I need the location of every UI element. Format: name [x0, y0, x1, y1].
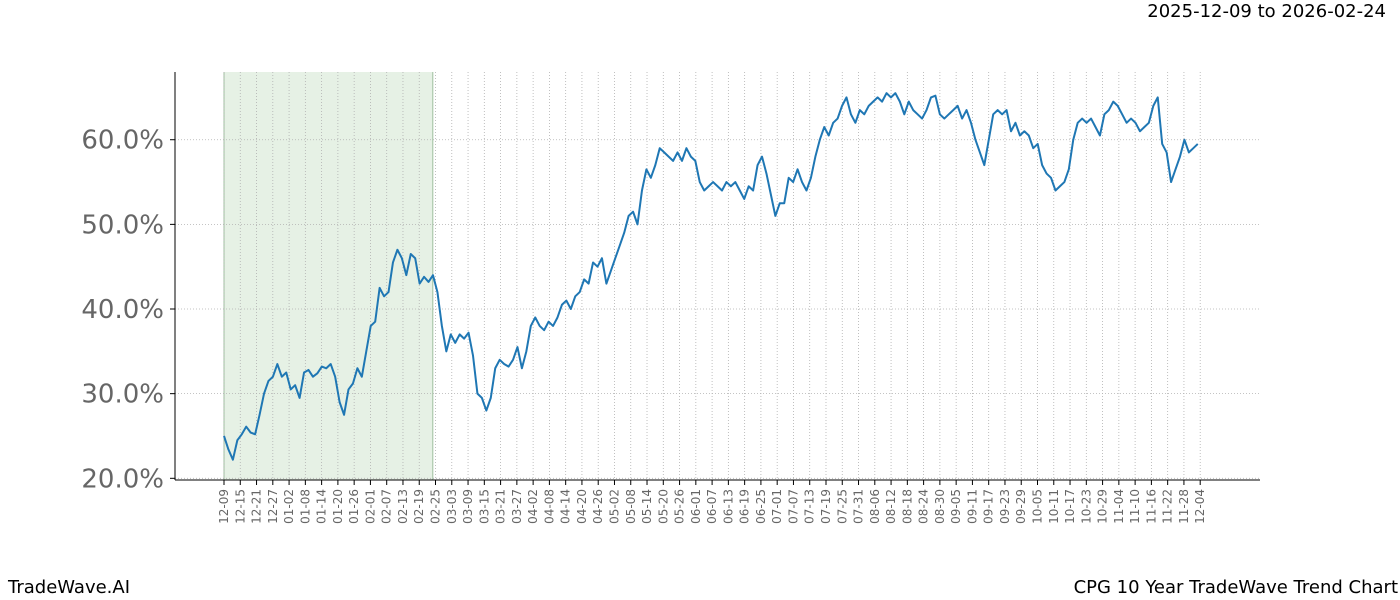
x-tick-label: 07-13 [803, 489, 817, 524]
y-tick-label: 20.0% [81, 464, 164, 494]
x-tick-label: 02-01 [363, 489, 377, 524]
x-tick-label: 10-11 [1047, 489, 1061, 524]
x-tick-label: 12-27 [266, 489, 280, 524]
x-tick-label: 03-15 [477, 489, 491, 524]
x-tick-label: 05-20 [656, 489, 670, 524]
x-tick-label: 05-08 [624, 489, 638, 524]
x-tick-label: 12-09 [217, 489, 231, 524]
series-line [223, 92, 1199, 461]
x-tick-label: 02-19 [412, 489, 426, 524]
x-tick-label: 11-28 [1177, 489, 1191, 524]
x-tick-label: 06-13 [721, 489, 735, 524]
x-tick-label: 09-29 [1014, 489, 1028, 524]
x-tick-label: 06-07 [705, 489, 719, 524]
x-tick-label: 07-31 [852, 489, 866, 524]
x-tick-label: 07-07 [786, 489, 800, 524]
x-tick-label: 02-07 [380, 489, 394, 524]
x-tick-label: 01-26 [347, 489, 361, 524]
x-tick-label: 01-02 [282, 489, 296, 524]
y-tick-label: 50.0% [81, 210, 164, 240]
x-tick-label: 05-14 [640, 489, 654, 524]
x-tick-label: 10-23 [1079, 489, 1093, 524]
series-layer [223, 92, 1199, 461]
x-tick-label: 09-23 [998, 489, 1012, 524]
x-tick-label: 02-13 [396, 489, 410, 524]
y-tick-labels: 20.0% 30.0% 40.0% 50.0% 60.0% [81, 126, 164, 495]
x-tick-label: 12-15 [233, 489, 247, 524]
y-tick-label: 30.0% [81, 380, 164, 410]
x-tick-label: 10-29 [1096, 489, 1110, 524]
x-tick-label: 01-08 [298, 489, 312, 524]
x-tick-label: 03-03 [445, 489, 459, 524]
x-tick-label: 02-25 [429, 489, 443, 524]
y-tick-label: 40.0% [81, 295, 164, 325]
x-tick-label: 09-05 [949, 489, 963, 524]
axes-layer [170, 72, 1260, 485]
x-tick-label: 09-11 [965, 489, 979, 524]
x-tick-label: 12-21 [250, 489, 264, 524]
x-tick-label: 12-04 [1193, 489, 1207, 524]
x-tick-label: 07-01 [770, 489, 784, 524]
x-tick-label: 04-14 [559, 489, 573, 524]
x-tick-label: 06-01 [689, 489, 703, 524]
x-tick-label: 08-06 [868, 489, 882, 524]
x-tick-label: 11-22 [1161, 489, 1175, 524]
highlight-region-layer [223, 72, 434, 480]
highlight-region [224, 72, 433, 480]
x-tick-label: 10-17 [1063, 489, 1077, 524]
x-tick-label: 04-26 [591, 489, 605, 524]
x-tick-label: 03-27 [510, 489, 524, 524]
x-tick-label: 01-14 [315, 489, 329, 524]
grid-layer [175, 72, 1260, 480]
y-tick-label: 60.0% [81, 126, 164, 156]
x-tick-labels: 12-09 12-15 12-21 12-27 01-02 01-08 01-14 01-20… [217, 489, 1207, 524]
x-tick-label: 05-26 [673, 489, 687, 524]
x-tick-label: 04-08 [542, 489, 556, 524]
x-tick-label: 08-30 [933, 489, 947, 524]
x-tick-label: 10-05 [1031, 489, 1045, 524]
x-tick-label: 04-02 [526, 489, 540, 524]
date-range: 2025-12-09 to 2026-02-24 [1147, 1, 1386, 22]
x-tick-label: 06-25 [754, 489, 768, 524]
brand-label: TradeWave.AI [8, 577, 131, 598]
x-tick-label: 07-19 [819, 489, 833, 524]
x-tick-label: 08-18 [900, 489, 914, 524]
x-tick-label: 07-25 [835, 489, 849, 524]
x-tick-label: 11-04 [1112, 489, 1126, 524]
x-tick-label: 11-16 [1144, 489, 1158, 524]
x-tick-label: 08-24 [917, 489, 931, 524]
x-tick-label: 09-17 [982, 489, 996, 524]
x-tick-label: 11-10 [1128, 489, 1142, 524]
x-tick-label: 03-09 [461, 489, 475, 524]
x-tick-label: 05-02 [607, 489, 621, 524]
x-tick-label: 06-19 [738, 489, 752, 524]
x-tick-label: 04-20 [575, 489, 589, 524]
x-tick-label: 03-21 [494, 489, 508, 524]
x-tick-label: 08-12 [884, 489, 898, 524]
x-tick-label: 01-20 [331, 489, 345, 524]
chart-caption: CPG 10 Year TradeWave Trend Chart [1073, 577, 1398, 598]
